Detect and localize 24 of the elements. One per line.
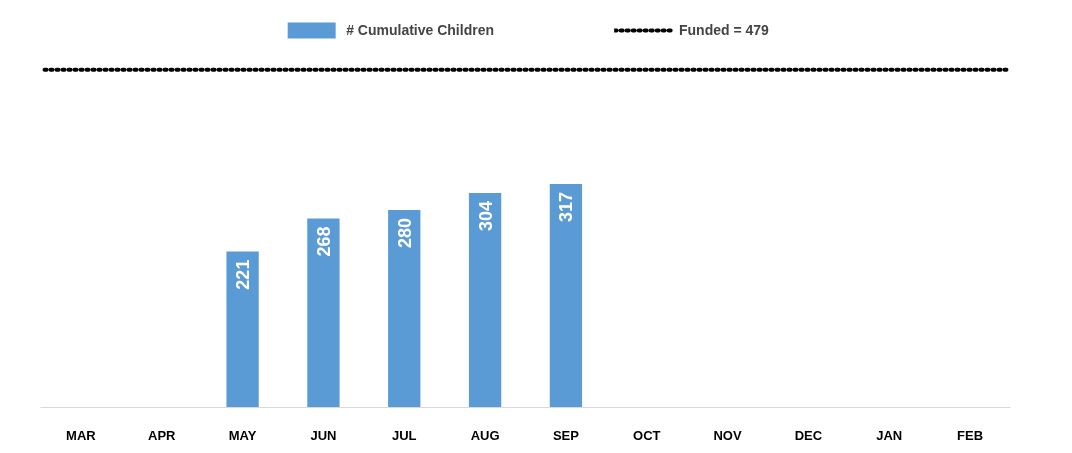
- data-label: 221: [233, 259, 254, 290]
- bar: [549, 183, 583, 408]
- x-tick-label: NOV: [713, 427, 742, 443]
- legend-label: Funded = 479: [678, 22, 769, 38]
- x-tick-label: APR: [148, 427, 177, 443]
- data-label: 304: [475, 201, 496, 232]
- x-tick-label: JUN: [310, 427, 337, 443]
- legend-label: # Cumulative Children: [346, 22, 494, 38]
- x-tick-label: MAY: [228, 427, 257, 443]
- x-tick-label: DEC: [794, 427, 823, 443]
- data-label: 280: [394, 217, 415, 249]
- data-label: 268: [313, 226, 334, 257]
- x-tick-label: OCT: [633, 427, 661, 443]
- x-tick-label: FEB: [957, 427, 984, 443]
- bar: [307, 218, 340, 408]
- bar: [468, 193, 502, 408]
- x-tick-label: JAN: [876, 427, 903, 443]
- bar: [226, 251, 259, 408]
- x-tick-label: SEP: [552, 427, 580, 443]
- x-tick-label: AUG: [470, 427, 500, 443]
- x-tick-label: JUL: [391, 427, 417, 443]
- bar: [388, 210, 421, 408]
- x-tick-label: MAR: [66, 427, 97, 443]
- data-label: 317: [556, 191, 577, 222]
